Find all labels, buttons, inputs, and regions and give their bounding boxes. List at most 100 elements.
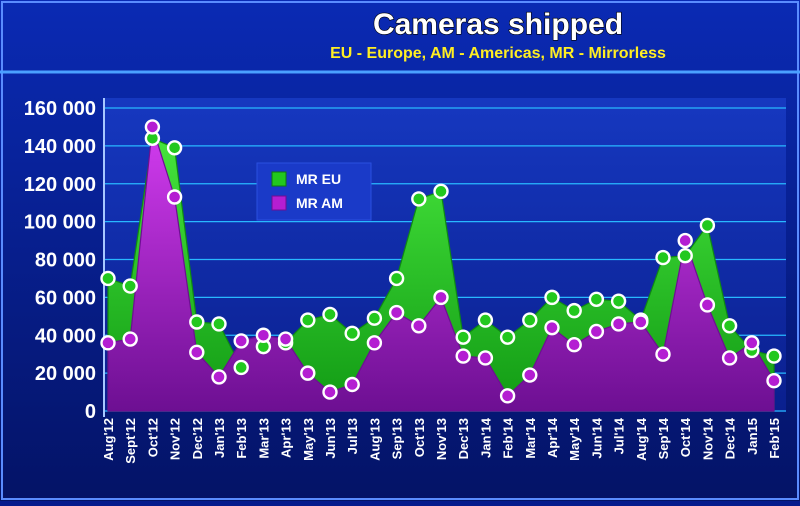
marker-mr-am-jan-13 xyxy=(211,369,227,385)
marker-mr-am-oct-13 xyxy=(411,318,427,334)
x-tick-label-feb-14: Feb'14 xyxy=(501,417,516,458)
marker-mr-am-sep-13 xyxy=(388,304,405,321)
marker-mr-eu-mar-14 xyxy=(522,312,538,328)
chart-subtitle: EU - Europe, AM - Americas, MR - Mirrorl… xyxy=(330,45,666,62)
marker-mr-am-may-14 xyxy=(566,337,582,353)
marker-mr-am-oct-12 xyxy=(144,119,161,135)
x-tick-label-jun-14: Jun'14 xyxy=(589,417,604,458)
marker-mr-am-dec-12 xyxy=(189,344,205,360)
marker-mr-am-apr-13 xyxy=(277,331,294,347)
x-tick-label-aug-13: Aug'13 xyxy=(367,418,382,461)
marker-mr-eu-dec-12 xyxy=(189,314,205,330)
x-tick-label-jul-14: Jul'14 xyxy=(612,417,627,454)
x-tick-label-dec-12: Dec'12 xyxy=(190,418,205,459)
marker-mr-am-may-13 xyxy=(300,365,316,381)
marker-mr-am-jul-14 xyxy=(610,316,627,332)
marker-mr-eu-oct-13 xyxy=(411,191,427,207)
legend-swatch-mr-eu xyxy=(271,171,287,187)
legend: MR EU MR AM xyxy=(256,162,372,221)
x-tick-label-dec-13: Dec'13 xyxy=(456,418,471,459)
marker-mr-am-sept-12 xyxy=(122,331,138,347)
legend-swatch-mr-am xyxy=(271,195,287,211)
x-tick-label-oct-12: Oct'12 xyxy=(145,418,160,457)
marker-mr-am-aug-13 xyxy=(366,335,383,351)
marker-mr-am-nov-13 xyxy=(433,289,449,306)
marker-mr-am-feb-14 xyxy=(499,388,516,404)
marker-mr-eu-aug-12 xyxy=(100,270,116,287)
x-tick-label-jan15: Jan15 xyxy=(745,418,760,455)
marker-mr-am-jan-14 xyxy=(477,350,494,366)
legend-label-mr-am: MR AM xyxy=(296,195,343,211)
marker-mr-am-feb-15 xyxy=(766,373,782,389)
x-tick-label-apr-13: Apr'13 xyxy=(279,418,294,458)
marker-mr-eu-jan-14 xyxy=(477,312,494,328)
area-mr-am xyxy=(107,126,775,412)
y-tick-label: 0 xyxy=(85,401,96,423)
x-tick-label-apr-14: Apr'14 xyxy=(545,417,560,458)
marker-mr-am-dec-13 xyxy=(455,348,471,364)
marker-mr-am-mar-13 xyxy=(255,327,272,343)
marker-mr-am-feb-13 xyxy=(233,333,249,349)
y-tick-label: 100 000 xyxy=(24,212,96,234)
marker-mr-am-aug-12 xyxy=(100,335,116,351)
marker-mr-eu-sept-12 xyxy=(122,278,138,294)
marker-mr-eu-dec-13 xyxy=(455,329,471,345)
marker-mr-eu-dec-14 xyxy=(721,318,738,334)
x-tick-label-oct-14: Oct'14 xyxy=(678,417,693,457)
marker-mr-eu-apr-14 xyxy=(544,289,560,306)
y-tick-label: 60 000 xyxy=(35,287,96,309)
marker-mr-eu-sep-14 xyxy=(655,249,671,266)
marker-mr-eu-aug-13 xyxy=(366,310,383,326)
marker-mr-am-jun-14 xyxy=(588,323,605,340)
marker-mr-am-jun-13 xyxy=(322,384,338,400)
marker-mr-eu-sep-13 xyxy=(388,270,405,287)
marker-mr-eu-nov-13 xyxy=(433,183,449,200)
x-tick-label-nov-14: Nov'14 xyxy=(700,417,715,460)
marker-mr-eu-feb-15 xyxy=(766,348,782,364)
x-tick-label-aug-12: Aug'12 xyxy=(101,418,116,461)
marker-mr-am-oct-14 xyxy=(677,232,693,249)
x-tick-label-may-13: May'13 xyxy=(301,418,316,461)
x-tick-label-sept-12: Sept'12 xyxy=(123,418,138,464)
chart-title: Cameras shipped xyxy=(373,8,623,41)
legend-label-mr-eu: MR EU xyxy=(296,171,341,187)
x-tick-label-may-14: May'14 xyxy=(567,417,582,461)
x-tick-label-jan-14: Jan'14 xyxy=(478,417,493,458)
x-tick-label-jan-13: Jan'13 xyxy=(212,418,227,458)
x-axis-tick-labels: Aug'12 Sept'12 Oct'12 Nov'12 Dec'12 Jan'13 Feb… xyxy=(101,417,782,464)
marker-mr-eu-jul-14 xyxy=(610,293,627,309)
y-tick-label: 80 000 xyxy=(35,250,96,272)
marker-mr-am-sep-14 xyxy=(655,346,671,362)
marker-mr-am-dec-14 xyxy=(721,350,738,366)
marker-mr-eu-feb-14 xyxy=(499,329,516,345)
area-series xyxy=(107,126,775,412)
marker-mr-eu-nov-14 xyxy=(699,217,716,234)
x-tick-label-nov-12: Nov'12 xyxy=(168,418,183,460)
x-tick-label-mar-13: Mar'13 xyxy=(256,418,271,459)
data-markers xyxy=(100,119,782,404)
y-tick-label: 160 000 xyxy=(24,98,96,120)
marker-mr-eu-jan-13 xyxy=(211,316,227,332)
x-tick-label-mar-14: Mar'14 xyxy=(523,417,538,458)
x-tick-label-dec-14: Dec'14 xyxy=(723,417,738,459)
marker-mr-eu-may-13 xyxy=(300,312,316,328)
marker-mr-am-aug-14 xyxy=(633,314,649,330)
y-axis-tick-labels: 0 20 000 40 000 60 000 80 000 100 000 120 000 1… xyxy=(24,98,96,423)
marker-mr-am-mar-14 xyxy=(522,367,538,383)
x-tick-label-feb-15: Feb'15 xyxy=(767,418,782,459)
marker-mr-eu-jun-13 xyxy=(322,306,338,323)
marker-mr-am-nov-14 xyxy=(699,297,716,313)
marker-mr-eu-feb-13 xyxy=(233,359,249,376)
x-tick-label-oct-13: Oct'13 xyxy=(412,418,427,457)
marker-mr-eu-may-14 xyxy=(566,302,582,319)
x-tick-label-sep-14: Sep'14 xyxy=(656,417,671,459)
y-tick-label: 40 000 xyxy=(35,325,96,347)
marker-mr-am-jan15 xyxy=(744,335,760,351)
x-tick-label-jul-13: Jul'13 xyxy=(345,418,360,454)
x-tick-label-sep-13: Sep'13 xyxy=(390,418,405,459)
y-tick-label: 140 000 xyxy=(24,136,96,158)
x-tick-label-jun-13: Jun'13 xyxy=(323,418,338,459)
